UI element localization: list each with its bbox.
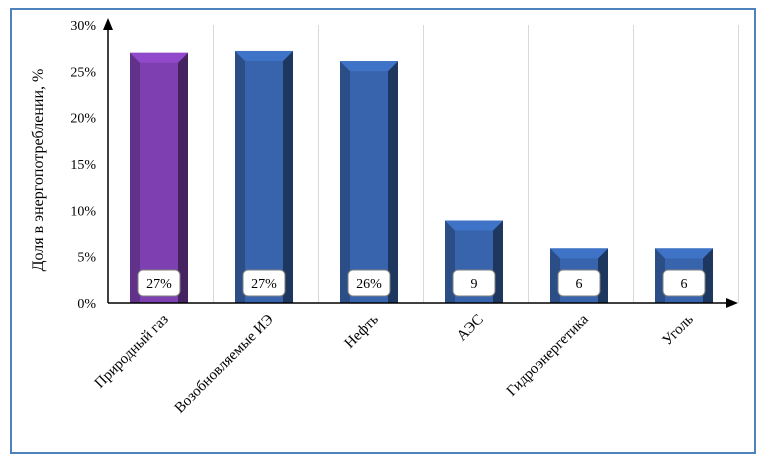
data-label-text: 26% — [356, 277, 382, 292]
bar — [340, 61, 398, 303]
bar-top-bevel — [340, 61, 398, 72]
y-tick-label: 10% — [70, 204, 96, 219]
y-tick-label: 15% — [70, 158, 96, 173]
bar-right-bevel — [178, 52, 188, 303]
data-label-text: 6 — [681, 277, 688, 292]
x-tick-label: Возобновляемые ИЭ — [172, 311, 277, 416]
y-axis-arrow — [103, 18, 113, 30]
bar-top-bevel — [235, 50, 293, 61]
data-label-text: 6 — [576, 277, 583, 292]
x-tick-label: Гидроэнергетика — [504, 311, 592, 399]
data-labels: 27% 27% 26% 9 6 6 — [137, 269, 706, 297]
bar-top-bevel — [655, 248, 713, 259]
bar — [130, 52, 188, 303]
data-label-text: 9 — [471, 277, 478, 292]
data-label-text: 27% — [251, 277, 277, 292]
data-label: 27% — [242, 269, 286, 297]
bar-top-bevel — [550, 248, 608, 259]
bar-top-bevel — [445, 220, 503, 231]
data-label-box — [452, 269, 496, 297]
data-label-box — [242, 269, 286, 297]
y-tick-labels: 0% 5% 10% 15% 20% 25% 30% — [70, 19, 96, 312]
x-tick-label: Природный газ — [92, 311, 172, 391]
y-tick-label: 25% — [70, 65, 96, 80]
data-label-box — [662, 269, 706, 297]
axes — [103, 18, 738, 308]
data-label: 6 — [557, 269, 601, 297]
y-tick-label: 5% — [77, 251, 96, 266]
bars — [130, 50, 713, 303]
data-label: 6 — [662, 269, 706, 297]
data-label: 27% — [137, 269, 181, 297]
data-label-text: 27% — [146, 277, 172, 292]
data-label: 26% — [347, 269, 391, 297]
y-tick-label: 20% — [70, 112, 96, 127]
x-tick-labels: Природный газ Возобновляемые ИЭ Нефть АЭС Ги… — [92, 311, 697, 416]
bar-top-bevel — [130, 52, 188, 63]
y-axis-label: Доля в энергопотреблении, % — [30, 69, 47, 272]
x-tick-label: Нефть — [342, 311, 382, 351]
data-label: 9 — [452, 269, 496, 297]
x-tick-label: Уголь — [660, 311, 697, 348]
bar-right-bevel — [388, 61, 398, 303]
grid-lines — [213, 25, 739, 303]
bar-left-bevel — [340, 61, 350, 303]
x-tick-label: АЭС — [454, 312, 487, 345]
x-axis-arrow — [726, 298, 738, 308]
bar-right-bevel — [283, 50, 293, 303]
bar-left-bevel — [130, 52, 140, 303]
y-tick-label: 30% — [70, 19, 96, 34]
data-label-box — [557, 269, 601, 297]
bar — [235, 50, 293, 303]
data-label-box — [347, 269, 391, 297]
data-label-box — [137, 269, 181, 297]
y-tick-label: 0% — [77, 297, 96, 312]
bar-left-bevel — [235, 50, 245, 303]
